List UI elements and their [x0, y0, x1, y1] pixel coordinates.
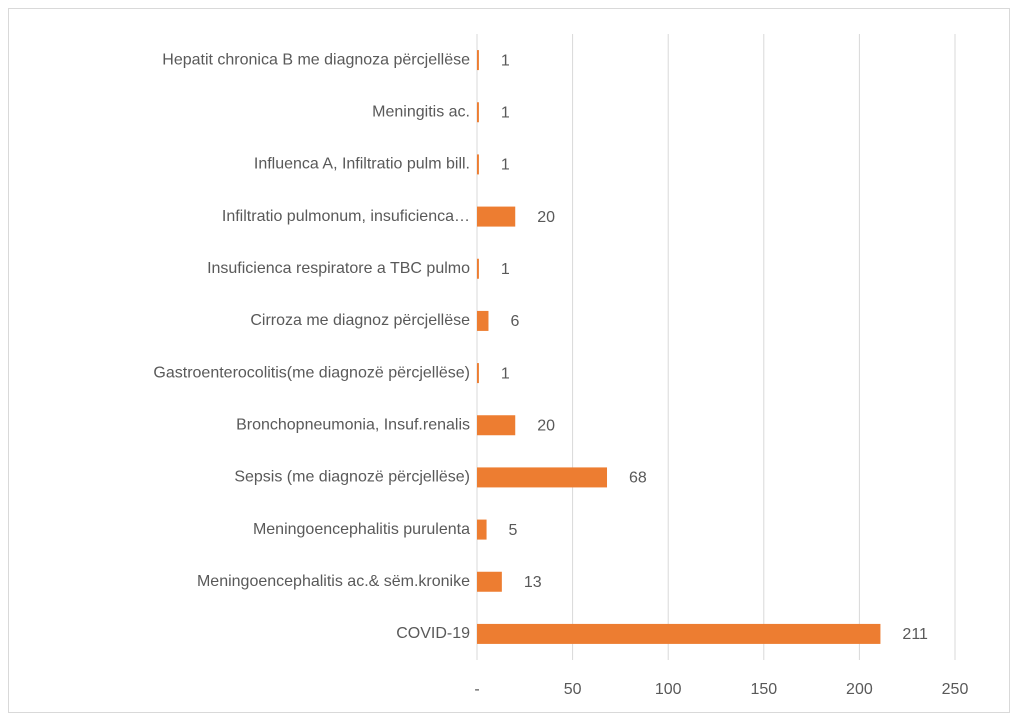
- bar: [477, 310, 489, 331]
- bar: [477, 206, 516, 227]
- y-tick-label: Meningoencephalitis ac.& sëm.kronike: [197, 573, 470, 590]
- bar: [477, 50, 479, 71]
- chart-border: [8, 8, 1010, 713]
- bar: [477, 571, 502, 592]
- bar: [477, 102, 479, 123]
- data-label: 1: [501, 104, 510, 121]
- data-label: 1: [501, 157, 510, 174]
- data-label: 5: [509, 522, 518, 539]
- y-tick-label: Influenca A, Infiltratio pulm bill.: [254, 156, 470, 173]
- data-label: 68: [629, 470, 647, 487]
- bar: [477, 519, 487, 540]
- bar: [477, 258, 479, 279]
- bar: [477, 154, 479, 175]
- data-label: 1: [501, 52, 510, 69]
- bar: [477, 467, 608, 488]
- y-tick-label: Meningoencephalitis purulenta: [253, 521, 470, 538]
- data-label: 211: [902, 626, 928, 643]
- bar: [477, 363, 479, 384]
- y-tick-label: COVID-19: [396, 625, 470, 642]
- y-tick-label: Insuficienca respiratore a TBC pulmo: [207, 260, 470, 277]
- y-tick-label: Meningitis ac.: [372, 103, 470, 120]
- x-tick-label: -: [474, 681, 479, 698]
- y-tick-label: Sepsis (me diagnozë përcjellëse): [234, 469, 470, 486]
- y-tick-label: Cirroza me diagnoz përcjellëse: [250, 312, 470, 329]
- data-label: 1: [501, 261, 510, 278]
- x-tick-label: 50: [564, 681, 582, 698]
- data-label: 13: [524, 574, 542, 591]
- data-label: 1: [501, 365, 510, 382]
- x-tick-label: 200: [846, 681, 873, 698]
- data-label: 20: [537, 209, 555, 226]
- y-tick-label: Bronchopneumonia, Insuf.renalis: [236, 416, 470, 433]
- bar: [477, 623, 881, 644]
- data-label: 6: [510, 313, 519, 330]
- y-tick-label: Hepatit chronica B me diagnoza përcjellë…: [162, 51, 470, 68]
- y-tick-label: Infiltratio pulmonum, insuficienca…: [222, 208, 470, 225]
- y-tick-label: Gastroenterocolitis(me diagnozë përcjell…: [153, 364, 470, 381]
- bar: [477, 415, 516, 436]
- x-tick-label: 250: [942, 681, 969, 698]
- x-tick-label: 100: [655, 681, 682, 698]
- data-label: 20: [537, 417, 555, 434]
- x-tick-label: 150: [750, 681, 777, 698]
